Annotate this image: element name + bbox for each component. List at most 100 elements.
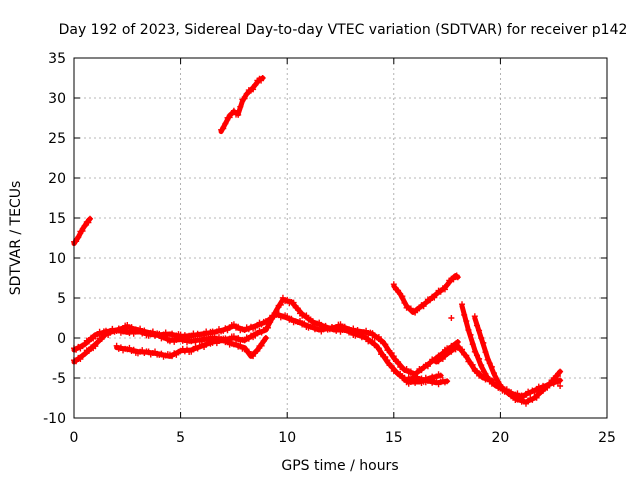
data-point [230, 333, 237, 340]
data-point [473, 368, 480, 375]
data-point [401, 299, 408, 306]
y-tick-label: 35 [48, 51, 66, 67]
data-point [79, 228, 86, 234]
data-point [220, 335, 227, 342]
data-point [418, 375, 425, 382]
data-point [459, 301, 466, 308]
data-point [284, 296, 291, 303]
data-point [243, 91, 250, 97]
data-point [554, 373, 561, 379]
y-tick-label: 25 [48, 131, 66, 147]
data-point [158, 350, 165, 357]
data-point [235, 323, 242, 330]
y-axis-ticks: -10 -5 0 5 10 15 20 25 30 35 [43, 51, 607, 427]
data-point [375, 345, 382, 352]
data-point [356, 330, 363, 337]
chart-title: Day 192 of 2023, Sidereal Day-to-day VTE… [59, 22, 628, 38]
data-point [262, 335, 269, 341]
data-point [427, 376, 434, 383]
data-point [303, 312, 310, 319]
outlier-point [557, 383, 564, 389]
series-track-f [390, 272, 461, 316]
outlier-points [448, 315, 564, 389]
x-tick-label: 5 [176, 430, 185, 446]
data-point [149, 329, 156, 336]
data-point [478, 362, 485, 369]
series-track-d [71, 294, 444, 387]
data-point [115, 326, 122, 333]
data-point [469, 341, 476, 348]
y-tick-label: 20 [48, 171, 66, 187]
data-point [427, 359, 434, 366]
data-point [250, 353, 257, 360]
data-point [81, 341, 88, 348]
data-point [459, 346, 466, 353]
data-point [137, 327, 144, 334]
data-point [284, 313, 291, 320]
data-point [145, 348, 152, 355]
data-point [237, 342, 244, 349]
data-point [245, 335, 252, 342]
data-point [418, 367, 425, 374]
data-point [480, 339, 487, 346]
series-track-h [471, 313, 564, 407]
data-point [448, 348, 455, 355]
data-point [390, 281, 397, 288]
data-point [294, 305, 301, 312]
data-point [399, 293, 406, 300]
data-point [235, 111, 242, 118]
data-point [126, 344, 133, 351]
data-point [226, 114, 233, 121]
data-point [258, 342, 265, 349]
data-point [495, 379, 502, 385]
data-point [488, 363, 495, 370]
data-series [71, 75, 564, 407]
x-tick-label: 0 [70, 430, 79, 446]
data-point [235, 335, 242, 342]
data-point [390, 353, 397, 360]
data-point [533, 394, 540, 401]
data-point [441, 286, 448, 293]
data-point [316, 319, 323, 326]
data-point [473, 352, 480, 359]
data-point [250, 86, 257, 93]
data-point [296, 318, 303, 324]
series-track-b [218, 75, 266, 135]
y-tick-label: -5 [52, 371, 66, 387]
data-point [467, 331, 474, 338]
data-point [369, 330, 376, 337]
data-point [141, 329, 148, 336]
data-point [484, 375, 491, 382]
data-point [363, 334, 370, 341]
data-point [540, 387, 547, 394]
data-point [476, 327, 483, 334]
grid-lines [74, 58, 607, 418]
data-point [241, 337, 248, 344]
data-point [75, 234, 82, 241]
data-point [444, 281, 451, 288]
data-point [288, 315, 295, 322]
data-point [273, 307, 280, 314]
data-point [433, 291, 440, 297]
data-point [469, 361, 476, 368]
data-point [403, 366, 410, 372]
data-point [382, 354, 389, 360]
data-point [85, 348, 92, 355]
data-point [431, 294, 438, 301]
y-tick-label: 0 [57, 331, 66, 347]
data-point [416, 305, 423, 312]
data-point [86, 215, 93, 222]
data-point [209, 334, 216, 341]
data-point [546, 381, 553, 387]
y-tick-label: 5 [57, 291, 66, 307]
data-point [510, 392, 517, 399]
data-point [476, 355, 483, 362]
data-point [81, 223, 88, 229]
data-point [113, 342, 120, 349]
data-point [224, 338, 231, 345]
series-band [71, 297, 444, 385]
data-point [461, 311, 468, 318]
data-point [277, 301, 284, 308]
data-point [348, 328, 355, 335]
